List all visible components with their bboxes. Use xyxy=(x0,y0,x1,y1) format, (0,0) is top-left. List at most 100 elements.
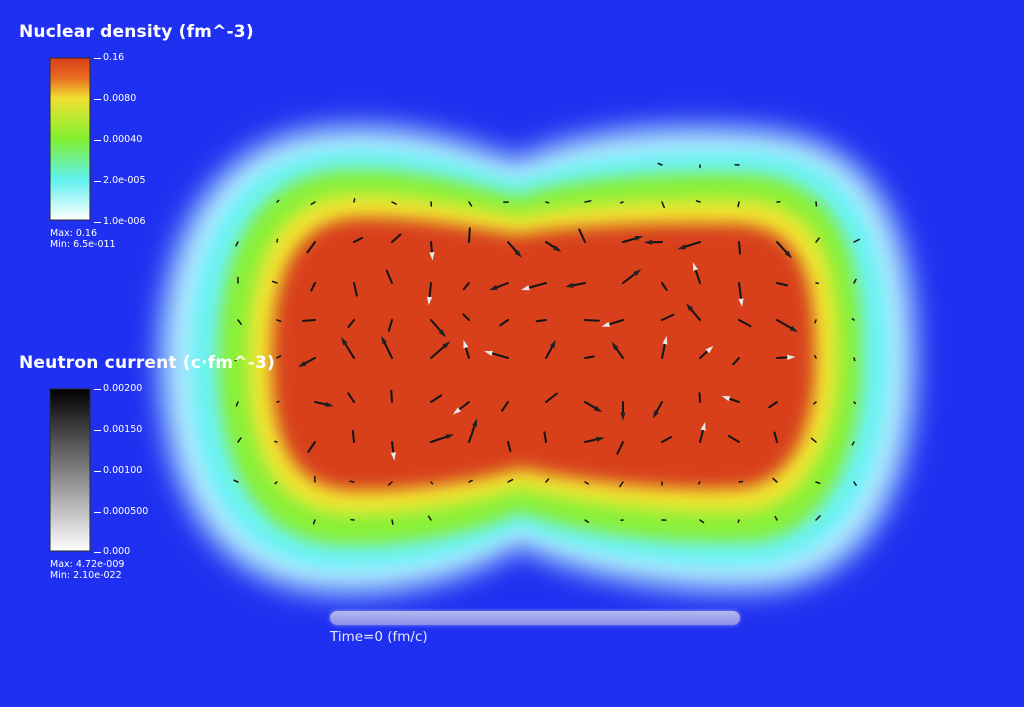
current-legend-range: Max: 4.72e-009 Min: 2.10e-022 xyxy=(50,559,124,581)
current-arrow-36 xyxy=(271,280,278,284)
current-arrow-head-48 xyxy=(738,298,744,307)
current-arrow-53 xyxy=(276,319,282,323)
current-tick-3: 0.00100 xyxy=(93,465,143,476)
density-tick-4: 2.0e-005 xyxy=(94,175,146,186)
time-label: Time=0 (fm/c) xyxy=(330,629,428,645)
current-arrow-91 xyxy=(430,394,443,403)
current-arrow-head-62 xyxy=(601,321,611,327)
current-arrow-10 xyxy=(545,201,550,204)
current-arrow-61 xyxy=(584,319,600,322)
current-arrow-141 xyxy=(584,519,590,523)
current-arrow-89 xyxy=(347,392,355,403)
current-arrow-head-66 xyxy=(789,325,799,333)
density-core xyxy=(272,217,815,491)
current-arrow-104 xyxy=(274,440,278,443)
current-arrow-24 xyxy=(468,227,471,243)
current-arrow-head-32 xyxy=(784,250,793,259)
current-arrow-head-83 xyxy=(787,354,796,360)
current-arrow-130 xyxy=(619,481,624,488)
current-arrow-12 xyxy=(619,201,624,204)
current-arrow-113 xyxy=(616,441,624,455)
current-arrow-65 xyxy=(738,319,752,328)
current-arrow-head-45 xyxy=(633,269,642,277)
current-arrow-59 xyxy=(499,319,509,327)
current-arrow-11 xyxy=(584,200,592,203)
current-arrow-38 xyxy=(353,282,358,297)
current-arrow-51 xyxy=(853,278,857,284)
current-arrow-6 xyxy=(391,201,397,205)
current-arrow-head-77 xyxy=(549,339,556,349)
current-arrow-head-112 xyxy=(596,436,605,442)
current-arrow-144 xyxy=(699,519,705,524)
current-arrow-22 xyxy=(391,233,402,243)
current-arrow-4 xyxy=(310,201,316,206)
current-arrow-head-99 xyxy=(721,396,731,402)
current-arrow-head-107 xyxy=(390,452,396,461)
current-arrow-127 xyxy=(507,478,514,483)
current-arrow-110 xyxy=(507,441,512,452)
current-arrow-123 xyxy=(349,480,355,483)
current-arrow-117 xyxy=(773,431,778,443)
current-arrow-head-23 xyxy=(429,252,435,261)
current-arrow-head-43 xyxy=(521,285,530,291)
current-arrow-20 xyxy=(306,241,316,254)
current-arrow-0 xyxy=(657,162,663,166)
current-arrow-132 xyxy=(697,481,701,485)
current-tick-5: 0.000 xyxy=(93,546,131,557)
current-arrow-116 xyxy=(727,434,740,443)
current-arrow-head-95 xyxy=(593,405,603,413)
current-arrow-head-72 xyxy=(341,337,348,346)
current-arrow-124 xyxy=(387,481,393,486)
neutron-current-arrows xyxy=(233,162,861,525)
current-arrow-21 xyxy=(353,236,364,243)
current-arrow-49 xyxy=(776,282,789,287)
current-arrow-101 xyxy=(813,401,817,405)
current-arrow-head-74 xyxy=(442,341,451,349)
current-arrow-13 xyxy=(661,201,665,209)
current-arrow-head-115 xyxy=(700,422,706,431)
current-arrow-head-57 xyxy=(438,329,447,338)
density-tick-5: 1.0e-006 xyxy=(94,216,146,227)
current-arrow-85 xyxy=(853,357,856,362)
current-arrow-121 xyxy=(274,481,278,485)
current-arrow-3 xyxy=(276,199,280,203)
current-arrow-8 xyxy=(468,201,473,207)
current-arrow-136 xyxy=(853,481,857,486)
current-arrow-head-79 xyxy=(611,341,619,351)
current-arrow-128 xyxy=(545,478,550,483)
density-colorbar xyxy=(49,57,91,221)
current-arrow-67 xyxy=(814,319,817,324)
current-arrow-133 xyxy=(738,480,744,483)
current-arrow-78 xyxy=(584,355,595,359)
current-arrow-111 xyxy=(543,431,547,443)
current-tick-4: 0.000500 xyxy=(93,506,149,517)
current-arrow-126 xyxy=(468,479,473,483)
current-arrow-46 xyxy=(661,282,668,291)
current-arrow-60 xyxy=(535,319,547,323)
current-arrow-head-44 xyxy=(565,282,574,288)
current-arrow-33 xyxy=(815,237,820,243)
time-slider[interactable] xyxy=(330,611,740,625)
current-arrow-head-80 xyxy=(662,336,668,345)
current-arrow-56 xyxy=(387,319,393,332)
density-min: Min: 6.5e-011 xyxy=(50,239,116,250)
current-max: Max: 4.72e-009 xyxy=(50,559,125,570)
current-arrow-head-64 xyxy=(685,303,694,312)
current-arrow-head-30 xyxy=(677,244,687,250)
current-arrow-119 xyxy=(851,441,855,446)
current-tick-1: 0.00200 xyxy=(93,383,143,394)
current-colorbar xyxy=(49,388,91,552)
current-arrow-37 xyxy=(310,282,316,292)
current-arrow-94 xyxy=(545,392,558,403)
current-arrow-69 xyxy=(234,357,239,362)
current-arrow-90 xyxy=(390,389,393,403)
current-arrow-39 xyxy=(385,269,393,284)
current-arrow-head-25 xyxy=(514,250,522,258)
current-arrow-82 xyxy=(732,357,740,366)
current-arrow-head-47 xyxy=(692,262,698,271)
current-arrow-41 xyxy=(462,282,470,291)
current-arrow-head-81 xyxy=(705,345,714,354)
current-arrow-18 xyxy=(235,241,239,247)
current-arrow-93 xyxy=(501,401,509,412)
